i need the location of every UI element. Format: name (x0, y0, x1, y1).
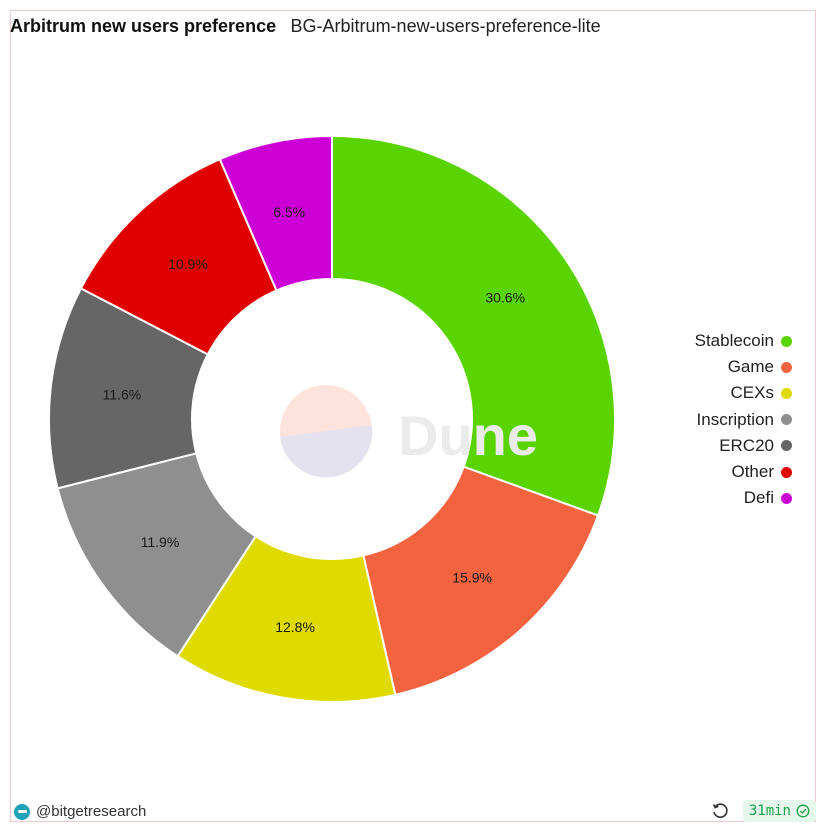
legend-label: ERC20 (719, 435, 774, 455)
legend-item-game[interactable]: Game (695, 354, 792, 380)
slice-label-game: 15.9% (452, 569, 492, 585)
legend-item-stablecoin[interactable]: Stablecoin (695, 328, 792, 354)
check-circle-icon (796, 804, 810, 818)
author-link[interactable]: @bitgetresearch (14, 803, 146, 820)
legend-item-cexs[interactable]: CEXs (695, 380, 792, 406)
chart-title: Arbitrum new users preference (10, 16, 277, 36)
watermark-text: Dune (398, 404, 538, 467)
slices-group (48, 134, 616, 703)
percent-labels-group: 30.6% 15.9% 12.8% 11.9% 11.6% 10.9% 6.5% (103, 204, 525, 635)
legend-dot-icon (781, 387, 792, 399)
legend-item-inscription[interactable]: Inscription (695, 407, 792, 433)
slice-label-defi: 6.5% (273, 204, 305, 220)
slice-label-other: 10.9% (168, 256, 208, 272)
slice-label-erc20: 11.6% (103, 387, 142, 403)
slice-label-stablecoin: 30.6% (485, 290, 525, 306)
slice-label-inscription: 11.9% (141, 534, 180, 550)
chart-legend: Stablecoin Game CEXs Inscription ERC20 Other D… (695, 328, 792, 511)
author-handle: @bitgetresearch (36, 803, 147, 820)
slice-label-cexs: 12.8% (275, 619, 315, 635)
legend-dot-icon (781, 414, 792, 426)
legend-dot-icon (781, 335, 792, 347)
legend-label: CEXs (730, 383, 774, 403)
dune-watermark: Dune (280, 385, 538, 478)
watermark-logo-bottom-icon (280, 425, 373, 478)
slice-game[interactable] (362, 465, 600, 697)
legend-dot-icon (781, 492, 792, 504)
legend-dot-icon (781, 440, 792, 452)
slice-inscription[interactable] (56, 452, 258, 658)
legend-label: Defi (743, 488, 774, 508)
legend-item-erc20[interactable]: ERC20 (695, 433, 792, 459)
slice-defi[interactable] (218, 134, 333, 292)
chart-header: Arbitrum new users preference BG-Arbitru… (10, 16, 601, 37)
legend-dot-icon (781, 361, 792, 373)
refresh-age-text: 31min (748, 803, 791, 819)
footer-status: 31min (711, 800, 816, 822)
legend-label: Game (727, 357, 774, 377)
legend-label: Stablecoin (694, 331, 774, 351)
slice-cexs[interactable] (176, 534, 397, 703)
refresh-age-badge: 31min (742, 800, 816, 822)
legend-dot-icon (781, 466, 792, 478)
legend-item-other[interactable]: Other (695, 459, 792, 485)
legend-label: Inscription (696, 409, 774, 429)
legend-label: Other (731, 462, 774, 482)
query-name[interactable]: BG-Arbitrum-new-users-preference-lite (290, 16, 601, 36)
legend-item-defi[interactable]: Defi (695, 485, 792, 511)
slice-stablecoin[interactable] (331, 134, 616, 517)
bitget-logo-icon (14, 803, 30, 820)
refresh-icon[interactable] (711, 802, 729, 820)
